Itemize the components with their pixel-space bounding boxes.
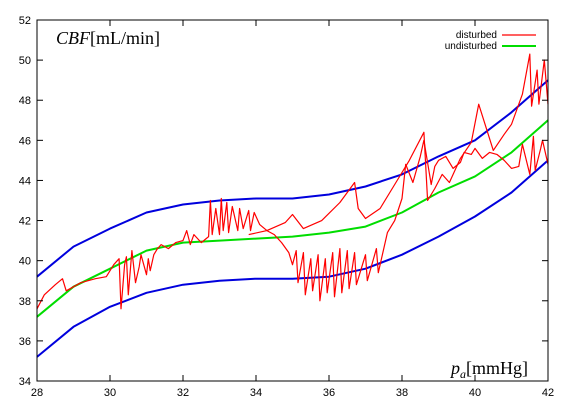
y-tick-label: 42	[19, 216, 31, 228]
y-tick-label: 36	[19, 336, 31, 348]
x-axis-subscript: a	[460, 367, 466, 381]
series-4-line	[248, 53, 549, 236]
legend-label-disturbed: disturbed	[456, 30, 497, 41]
series-2-line	[36, 159, 549, 358]
y-tick-label: 40	[19, 256, 31, 268]
x-tick-label: 28	[31, 387, 43, 399]
y-axis-unit: [mL/min]	[90, 28, 160, 48]
disturbed-line	[36, 135, 549, 310]
x-tick-label: 32	[177, 387, 189, 399]
plot-frame	[36, 19, 549, 382]
series-1-line	[36, 79, 549, 278]
x-axis-title: pa[mmHg]	[449, 358, 528, 381]
x-tick-label: 34	[250, 387, 262, 399]
x-tick-label: 36	[323, 387, 335, 399]
x-axis-unit: [mmHg]	[466, 358, 528, 378]
plot-series	[36, 53, 549, 358]
y-tick-label: 48	[19, 95, 31, 107]
undisturbed-line	[36, 119, 549, 318]
legend-label-undisturbed: undisturbed	[445, 41, 497, 52]
x-tick-label: 38	[396, 387, 408, 399]
y-axis-title: CBF[mL/min]	[56, 28, 160, 48]
x-axis-variable: p	[449, 358, 460, 378]
y-tick-label: 44	[19, 175, 31, 187]
x-tick-label: 42	[542, 387, 554, 399]
x-tick-label: 30	[104, 387, 116, 399]
y-tick-label: 38	[19, 296, 31, 308]
axis-ticks: 28 30 32 34 36 38 40 42 34 36 38 40 42 44 46 48 50 52	[19, 15, 554, 399]
y-tick-label: 50	[19, 55, 31, 67]
y-tick-label: 46	[19, 135, 31, 147]
y-axis-variable: CBF	[56, 28, 91, 48]
y-tick-label: 52	[19, 15, 31, 27]
y-tick-label: 34	[19, 376, 31, 388]
x-tick-label: 40	[469, 387, 481, 399]
